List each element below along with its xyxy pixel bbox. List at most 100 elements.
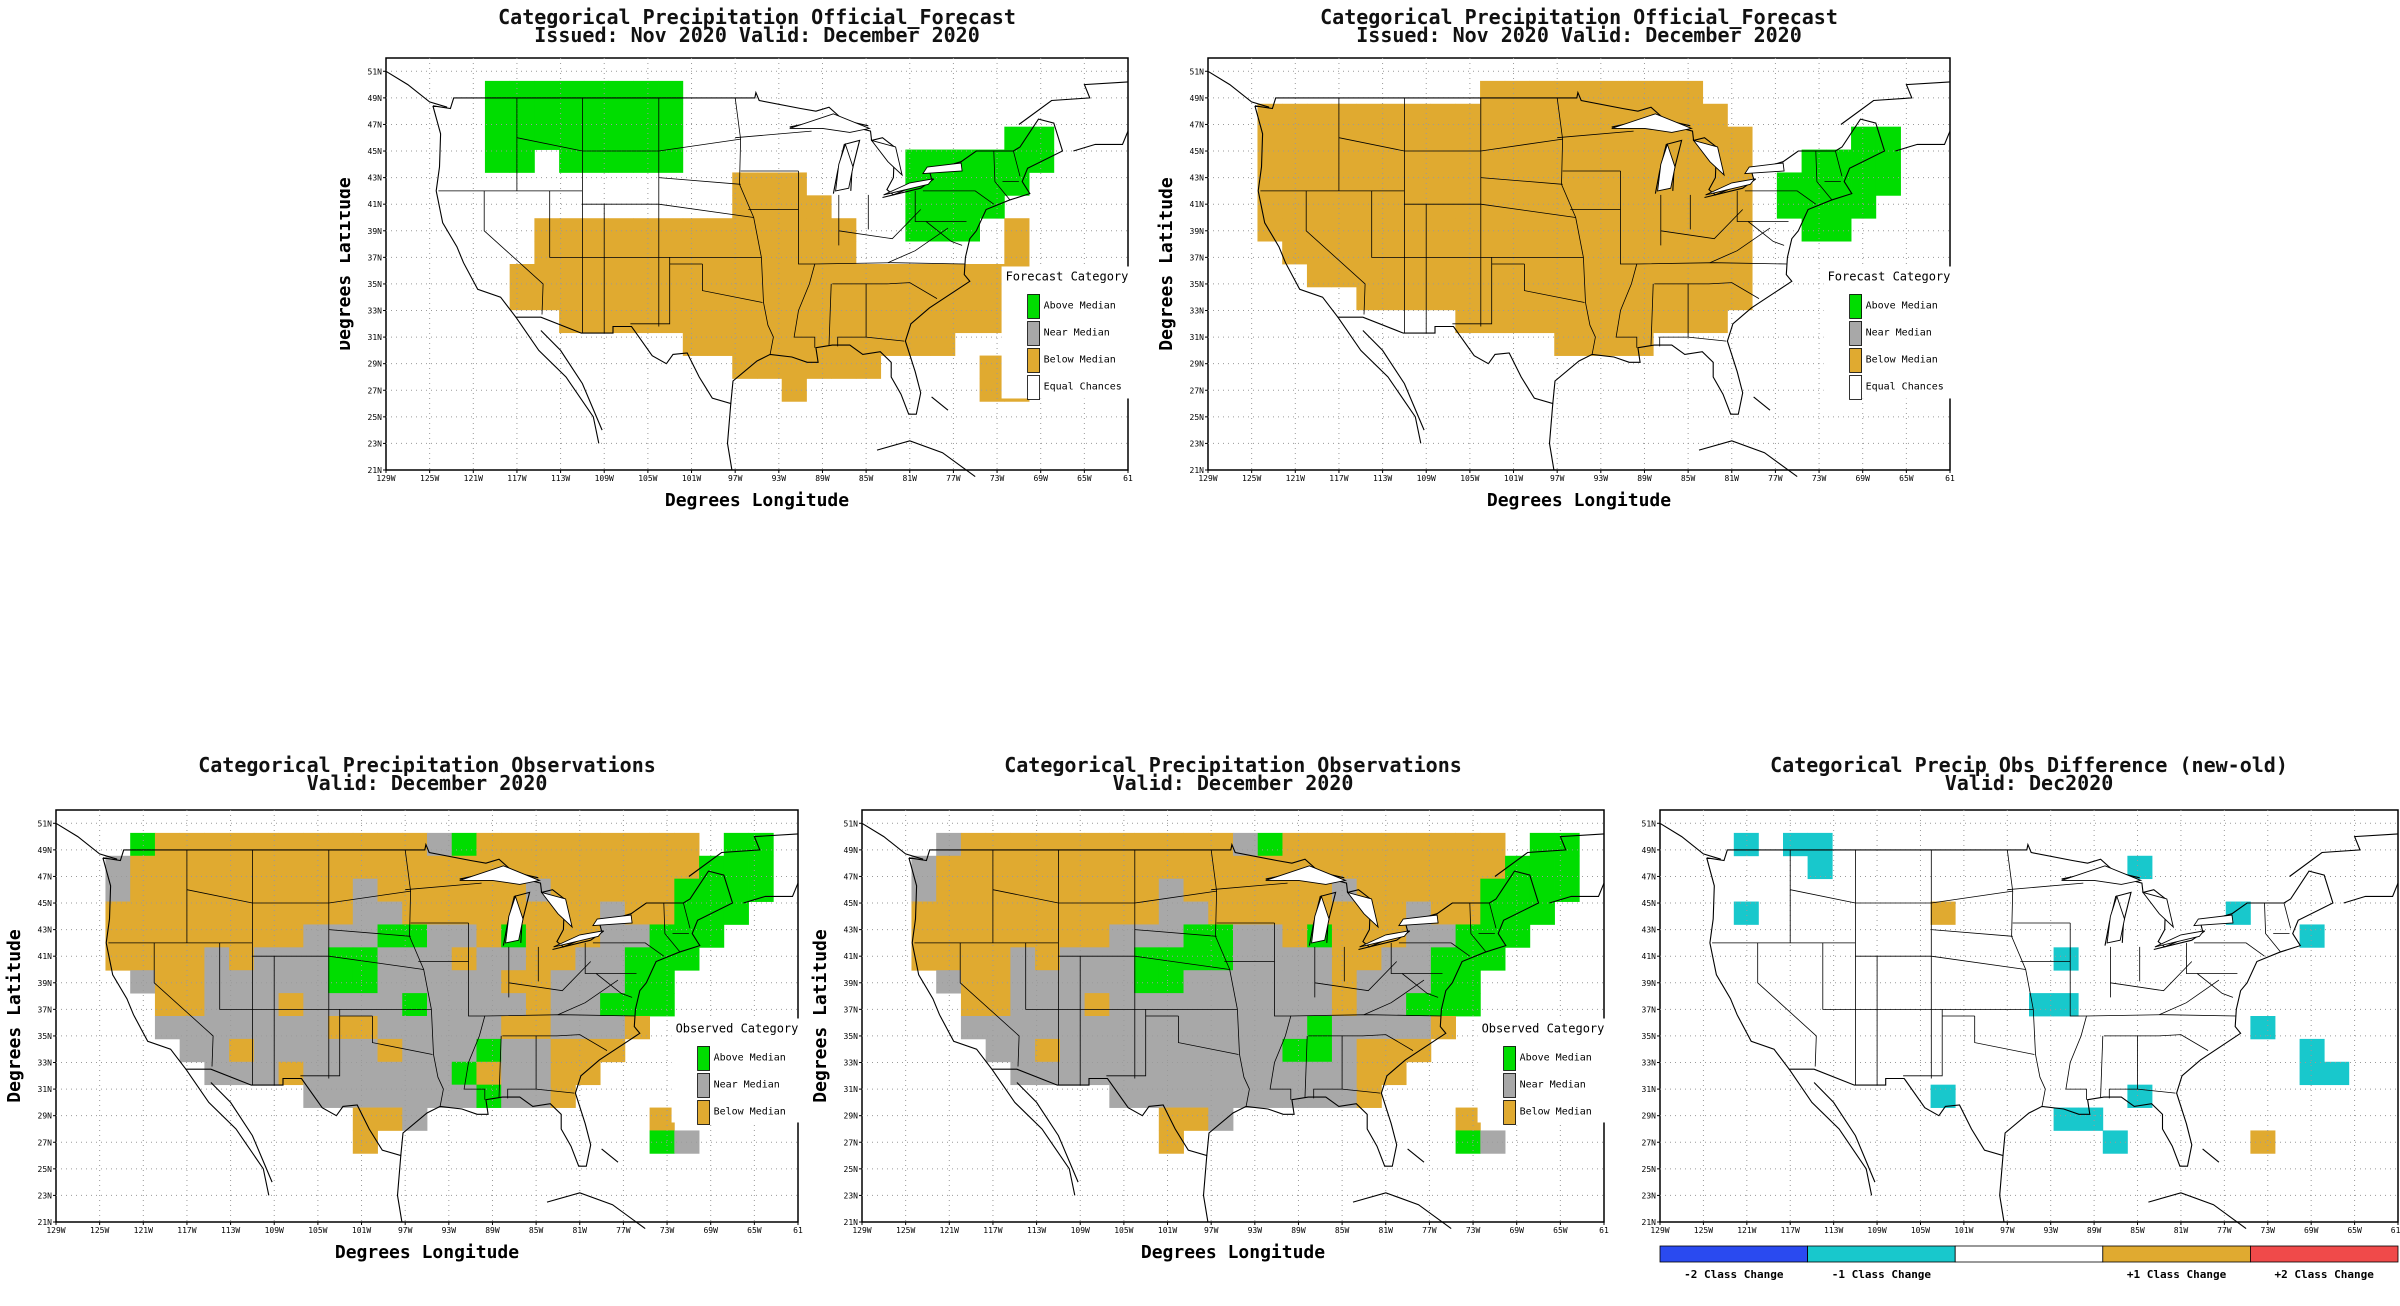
near-median-cell [550, 970, 576, 994]
longitude-tick-label: 117W [1329, 474, 1348, 483]
below-median-cell [1010, 901, 1036, 925]
near-median-cell [1356, 1016, 1382, 1040]
near-median-cell [154, 1016, 181, 1040]
legend-swatch [1503, 1046, 1516, 1071]
above-median-cell [1875, 172, 1901, 196]
below-median-cell [1455, 172, 1481, 196]
above-median-cell [352, 947, 378, 971]
below-median-cell [905, 264, 931, 288]
near-median-cell [550, 1016, 576, 1040]
below-median-cell [583, 218, 609, 242]
below-median-cell [1480, 172, 1506, 196]
below-median-cell [806, 309, 832, 334]
colorbar-label: +1 Class Change [2127, 1268, 2227, 1281]
near-median-cell [911, 878, 937, 902]
below-median-cell [1529, 103, 1555, 128]
above-median-cell [352, 970, 378, 994]
longitude-tick-label: 89W [1291, 1226, 1306, 1235]
coastline [55, 822, 118, 860]
above-median-cell [905, 195, 931, 219]
longitude-tick-label: 69W [2304, 1226, 2319, 1235]
forecast-new-x-axis-label: Degrees Longitude [1487, 490, 1671, 511]
longitude-tick-label: 125W [896, 1226, 915, 1235]
below-median-cell [179, 970, 205, 994]
below-median-cell [1257, 855, 1283, 880]
longitude-tick-label: 101W [1158, 1226, 1177, 1235]
below-median-cell [757, 355, 783, 379]
below-median-cell [1306, 149, 1333, 173]
near-median-cell [1208, 1016, 1234, 1040]
below-median-cell [1579, 332, 1605, 356]
below-median-cell [1529, 309, 1555, 334]
obs-diff-great-lakes [2061, 865, 2234, 948]
above-median-cell [624, 947, 650, 971]
coastline [1999, 1155, 2005, 1223]
longitude-tick-label: 117W [1781, 1226, 1800, 1235]
longitude-tick-label: 121W [464, 474, 483, 483]
near-median-cell [1059, 1016, 1085, 1040]
coastline [1788, 1068, 1873, 1196]
below-median-cell [732, 218, 758, 242]
coastline [726, 403, 733, 471]
longitude-tick-label: 121W [1737, 1226, 1756, 1235]
lake [540, 891, 573, 929]
below-median-cell [1603, 332, 1629, 356]
below-median-cell [1579, 172, 1605, 196]
state-boundary [1398, 942, 1471, 957]
below-median-cell [1727, 149, 1753, 173]
below-median-cell [1109, 878, 1135, 902]
near-median-cell [1158, 878, 1184, 902]
below-median-cell [911, 947, 937, 971]
near-median-cell [1233, 924, 1259, 948]
latitude-tick-label: 45N [368, 147, 383, 156]
below-median-cell [1504, 126, 1530, 150]
above-median-cell [534, 103, 560, 128]
near-median-cell [501, 947, 527, 971]
near-median-cell [303, 970, 329, 994]
near-median-cell [352, 1061, 378, 1086]
below-median-cell [831, 355, 857, 379]
below-median-cell [328, 878, 354, 902]
below-median-cell [781, 241, 807, 265]
above-median-cell [633, 126, 659, 150]
latitude-tick-label: 39N [1642, 979, 1657, 988]
near-median-cell [1208, 993, 1234, 1017]
state-boundary [1480, 177, 1563, 185]
below-median-cell [1406, 878, 1432, 902]
below-median-cell [583, 264, 609, 288]
near-median-cell [1109, 970, 1135, 994]
below-median-cell [1430, 832, 1456, 857]
below-median-cell [1702, 286, 1728, 311]
above-median-cell [484, 126, 511, 150]
below-median-cell [476, 878, 502, 902]
longitude-tick-label: 121W [134, 1226, 153, 1235]
below-median-cell [1282, 218, 1308, 242]
latitude-tick-label: 45N [1642, 899, 1657, 908]
below-median-cell [757, 218, 783, 242]
state-boundary [959, 942, 1020, 1067]
near-median-cell [130, 970, 156, 994]
minus-one-class-cell [2053, 993, 2079, 1017]
near-median-cell [1183, 1038, 1209, 1063]
below-median-cell [1257, 149, 1283, 173]
below-median-cell [1109, 832, 1135, 857]
legend-swatch [1027, 294, 1040, 319]
near-median-cell [1109, 924, 1135, 948]
near-median-cell [985, 1016, 1011, 1040]
below-median-cell [1529, 218, 1555, 242]
below-median-cell [1059, 832, 1085, 857]
lake [553, 930, 604, 948]
below-median-cell [855, 332, 882, 356]
below-median-cell [707, 241, 733, 265]
below-median-cell [377, 832, 403, 857]
latitude-tick-label: 39N [38, 979, 53, 988]
near-median-cell [451, 970, 477, 994]
colorbar-segment [1807, 1245, 1956, 1263]
legend-label: Above Median [1866, 300, 1938, 311]
lake [2193, 914, 2234, 927]
below-median-cell [1257, 172, 1283, 196]
below-median-cell [1480, 832, 1506, 857]
state-boundary [866, 336, 905, 342]
near-median-cell [600, 1016, 626, 1040]
below-median-cell [1430, 855, 1456, 880]
